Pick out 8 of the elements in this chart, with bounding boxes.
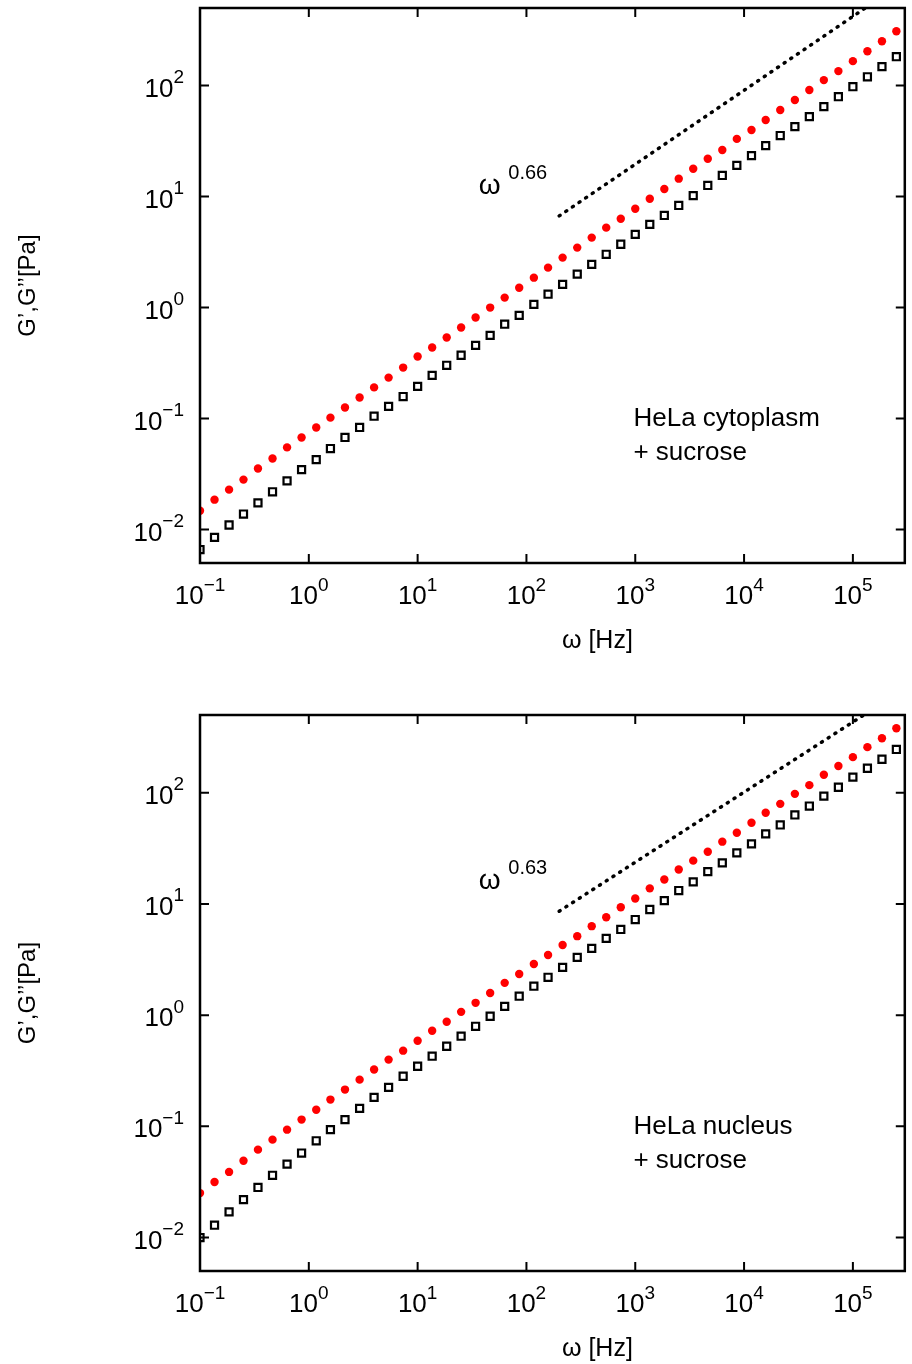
y-axis-title: G’,G’’[Pa] [12,234,40,337]
y-axis-title: G’,G’’[Pa] [12,941,40,1045]
annotation: ω 0.63 [478,856,548,895]
annotation: HeLa cytoplasm + sucrose [633,401,820,466]
annotation: HeLa nucleus + sucrose [633,1109,793,1174]
x-axis-title: ω [Hz] [561,1332,633,1361]
x-axis-title: ω [Hz] [561,624,633,653]
annotation: ω 0.66 [478,160,548,200]
